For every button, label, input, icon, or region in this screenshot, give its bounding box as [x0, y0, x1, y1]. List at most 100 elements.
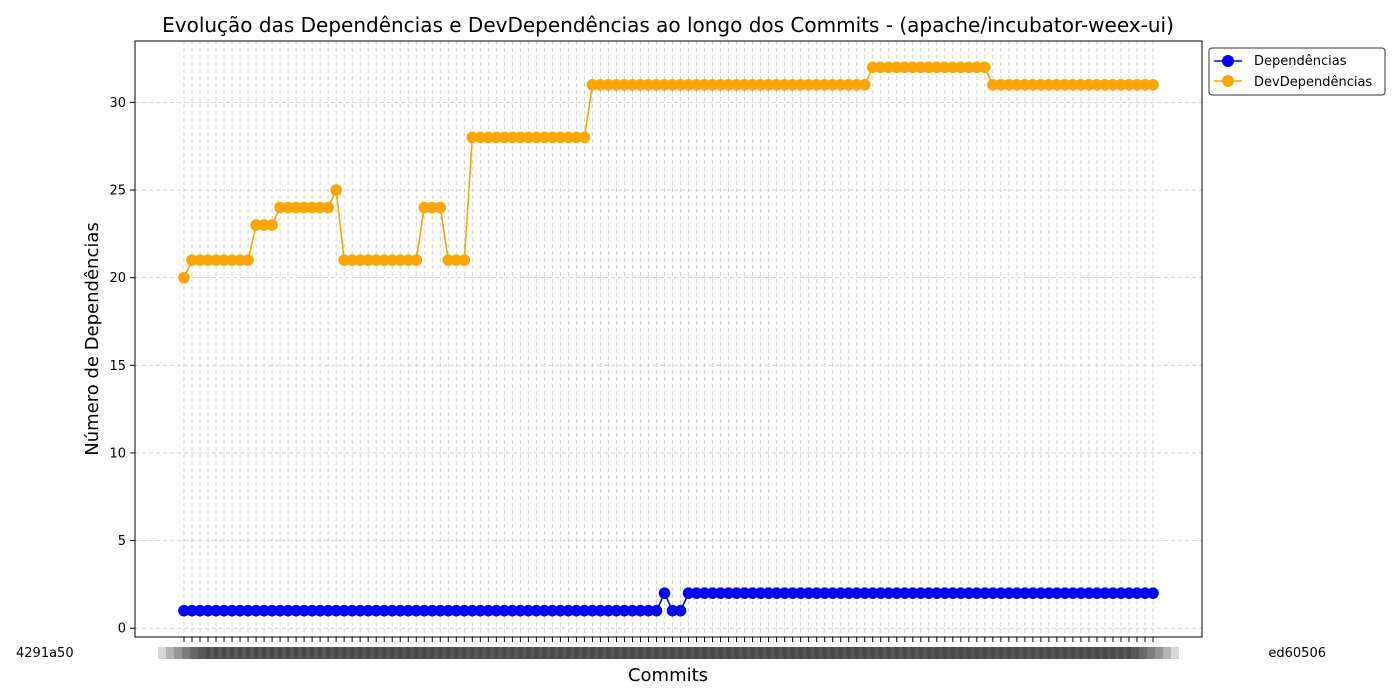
x-tick-label-overlap — [198, 647, 251, 659]
data-point — [322, 604, 334, 617]
x-tick-label-overlap — [886, 647, 939, 659]
data-point — [1043, 79, 1055, 91]
data-point — [995, 587, 1007, 599]
data-point — [706, 587, 719, 599]
data-point — [963, 61, 975, 74]
data-point — [266, 219, 278, 231]
data-point — [314, 201, 326, 214]
x-tick-label-overlap — [302, 647, 355, 659]
data-point — [290, 201, 302, 214]
data-point — [810, 587, 823, 599]
data-point — [738, 587, 751, 599]
data-point — [410, 604, 423, 617]
data-point — [979, 587, 991, 599]
x-tick-label-overlap — [750, 647, 803, 659]
data-point — [562, 131, 575, 144]
data-point — [274, 201, 286, 214]
data-point — [506, 131, 519, 144]
x-tick-label-overlap — [542, 647, 595, 659]
y-axis-ticks: 0 5 10 15 20 25 30 — [109, 96, 135, 637]
x-tick-label-overlap — [990, 647, 1043, 659]
data-point — [674, 79, 687, 91]
data-point — [450, 604, 463, 617]
data-point — [298, 604, 310, 617]
data-point — [1147, 79, 1159, 91]
data-point — [995, 79, 1007, 91]
data-point — [666, 604, 679, 617]
data-point — [762, 79, 775, 91]
data-point — [338, 254, 350, 266]
data-point — [794, 587, 807, 599]
data-point — [618, 79, 631, 91]
data-point — [586, 604, 599, 617]
x-tick-label-overlap — [206, 647, 259, 659]
data-point — [226, 254, 238, 266]
data-point — [850, 587, 863, 599]
x-tick-label-overlap — [406, 647, 459, 659]
data-point — [770, 587, 783, 599]
x-tick-label-overlap — [974, 647, 1027, 659]
data-point — [882, 61, 895, 74]
x-tick-label-overlap — [678, 647, 731, 659]
x-tick-label-overlap — [702, 647, 755, 659]
x-tick-label-overlap — [1062, 647, 1115, 659]
x-tick-label-overlap — [174, 647, 227, 659]
data-point — [626, 79, 639, 91]
data-point — [1067, 587, 1079, 599]
data-point — [971, 587, 983, 599]
x-tick-label-overlap — [310, 647, 363, 659]
x-tick-label-overlap — [718, 647, 771, 659]
x-tick-label-overlap — [246, 647, 299, 659]
x-tick-label-overlap — [838, 647, 891, 659]
data-point — [730, 587, 743, 599]
x-tick-label-overlap — [982, 647, 1035, 659]
x-tick-label-overlap — [806, 647, 859, 659]
data-point — [194, 604, 206, 617]
data-point — [282, 604, 294, 617]
x-tick-label-overlap — [486, 647, 539, 659]
data-point — [906, 587, 919, 599]
data-point — [514, 131, 527, 144]
x-tick-label-overlap — [478, 647, 531, 659]
data-point — [234, 254, 246, 266]
data-point — [202, 604, 214, 617]
data-point — [362, 254, 374, 266]
data-point — [490, 131, 503, 144]
data-point — [650, 604, 663, 617]
x-tick-label-overlap — [758, 647, 811, 659]
data-point — [746, 587, 759, 599]
x-tick-label-overlap — [454, 647, 507, 659]
data-point — [1099, 79, 1111, 91]
x-tick-label-overlap — [862, 647, 915, 659]
x-tick-label-overlap — [438, 647, 491, 659]
plot-area-frame — [134, 40, 1203, 638]
data-point — [522, 604, 535, 617]
data-point — [1123, 587, 1135, 599]
data-point — [1083, 587, 1095, 599]
data-point — [594, 604, 607, 617]
data-point — [1019, 587, 1031, 599]
data-point — [730, 79, 743, 91]
data-point — [786, 587, 799, 599]
x-tick-label-overlap — [430, 647, 483, 659]
legend-marker-devdependencias — [1222, 75, 1234, 87]
x-tick-label-overlap — [398, 647, 451, 659]
data-point — [474, 131, 487, 144]
data-point — [794, 79, 807, 91]
data-point — [346, 604, 358, 617]
data-point — [602, 79, 615, 91]
data-point — [1011, 587, 1023, 599]
data-point — [1091, 587, 1103, 599]
data-point — [722, 79, 735, 91]
x-tick-label-overlap — [358, 647, 411, 659]
x-tick-label-overlap — [1118, 647, 1171, 659]
data-point — [474, 604, 487, 617]
data-point — [963, 587, 975, 599]
y-axis-label: Número de Dependências — [82, 222, 103, 456]
data-point — [322, 201, 334, 214]
x-tick-label-overlap — [214, 647, 267, 659]
data-point — [218, 254, 230, 266]
data-point — [250, 604, 262, 617]
x-tick-label-overlap — [1070, 647, 1123, 659]
